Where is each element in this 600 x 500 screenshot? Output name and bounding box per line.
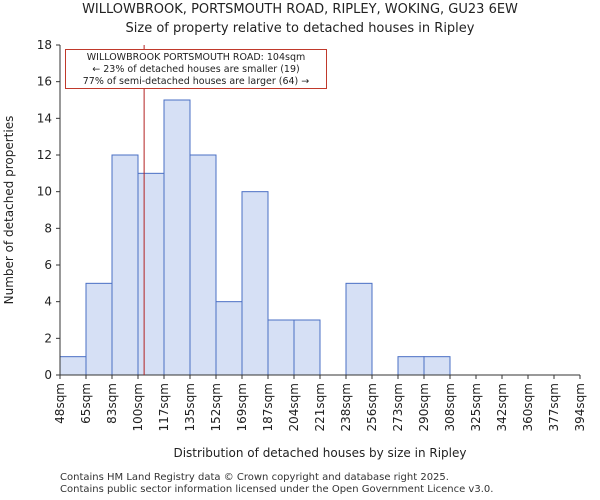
x-tick-label: 117sqm xyxy=(157,383,171,431)
x-tick-label: 100sqm xyxy=(131,383,145,431)
x-tick-label: 273sqm xyxy=(391,383,405,431)
annotation-line-2: ← 23% of detached houses are smaller (19… xyxy=(92,64,300,75)
x-tick-label: 325sqm xyxy=(469,383,483,431)
footer-copyright: Contains HM Land Registry data © Crown c… xyxy=(60,472,449,483)
x-tick-label: 135sqm xyxy=(183,383,197,431)
x-tick-label: 394sqm xyxy=(573,383,587,431)
y-tick-label: 16 xyxy=(37,75,52,89)
x-tick-label: 290sqm xyxy=(417,383,431,431)
bar-187sqm xyxy=(267,319,295,376)
annotation-line-3: 77% of semi-detached houses are larger (… xyxy=(82,76,310,87)
x-tick-label: 256sqm xyxy=(365,383,379,431)
y-tick-label: 10 xyxy=(37,185,52,199)
bar-83sqm xyxy=(111,154,139,376)
bar-290sqm xyxy=(423,356,451,376)
x-tick-label: 187sqm xyxy=(261,383,275,431)
y-axis-label: Number of detached properties xyxy=(2,116,16,305)
bar-65sqm xyxy=(85,282,113,376)
x-tick-label: 48sqm xyxy=(53,383,67,424)
y-tick-label: 2 xyxy=(44,331,52,345)
bar-100sqm xyxy=(137,172,165,376)
x-tick-label: 342sqm xyxy=(495,383,509,431)
x-tick-label: 83sqm xyxy=(105,383,119,424)
footer-licence: Contains public sector information licen… xyxy=(60,484,494,495)
y-tick-label: 8 xyxy=(44,221,52,235)
y-tick-label: 4 xyxy=(44,295,52,309)
x-tick-label: 238sqm xyxy=(339,383,353,431)
annotation-box: WILLOWBROOK PORTSMOUTH ROAD: 104sqm ← 23… xyxy=(65,49,327,89)
x-tick-label: 65sqm xyxy=(79,383,93,424)
bar-238sqm xyxy=(345,282,373,376)
bar-169sqm xyxy=(241,191,269,376)
x-tick-label: 152sqm xyxy=(209,383,223,431)
chart-title-address: WILLOWBROOK, PORTSMOUTH ROAD, RIPLEY, WO… xyxy=(82,2,518,17)
x-tick-label: 360sqm xyxy=(521,383,535,431)
bar-117sqm xyxy=(163,99,191,376)
bar-48sqm xyxy=(59,356,87,376)
x-tick-label: 169sqm xyxy=(235,383,249,431)
bar-135sqm xyxy=(189,154,217,376)
bar-152sqm xyxy=(215,301,243,376)
y-tick-label: 6 xyxy=(44,258,52,272)
x-tick-label: 308sqm xyxy=(443,383,457,431)
chart-title: Size of property relative to detached ho… xyxy=(125,21,475,36)
y-tick-label: 14 xyxy=(37,111,52,125)
bar-273sqm xyxy=(397,356,425,376)
y-tick-label: 18 xyxy=(37,38,52,52)
x-axis-label: Distribution of detached houses by size … xyxy=(173,446,466,460)
x-tick-label: 377sqm xyxy=(547,383,561,431)
x-tick-label: 221sqm xyxy=(313,383,327,431)
y-tick-label: 12 xyxy=(37,148,52,162)
bar-204sqm xyxy=(293,319,321,376)
annotation-line-1: WILLOWBROOK PORTSMOUTH ROAD: 104sqm xyxy=(86,52,306,63)
x-tick-label: 204sqm xyxy=(287,383,301,431)
y-tick-label: 0 xyxy=(44,368,52,382)
